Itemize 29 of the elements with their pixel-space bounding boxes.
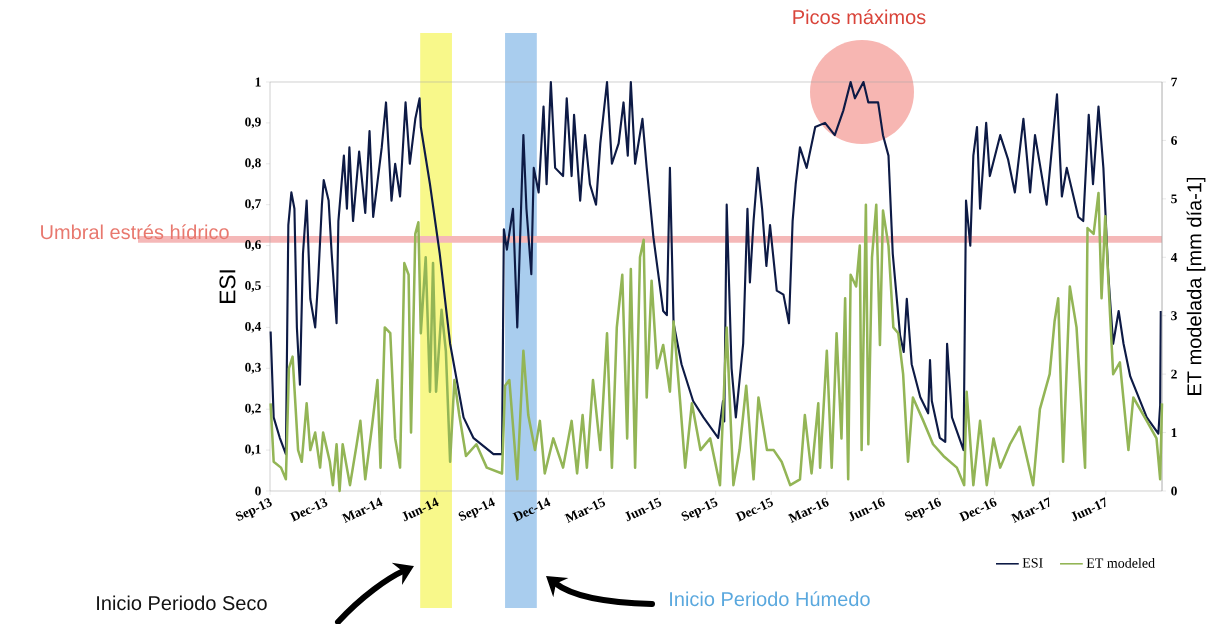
y-tick-label: 0,3 <box>245 362 261 374</box>
line-series <box>269 80 1162 456</box>
y2-tick-label: 0 <box>1171 486 1177 496</box>
y-tick-label: 1 <box>255 77 261 87</box>
line-series <box>269 191 1164 493</box>
y2-tick-label: 5 <box>1171 194 1177 204</box>
y2-tick-label: 3 <box>1171 311 1177 321</box>
text: Inicio Periodo Seco <box>97 595 267 611</box>
y-tick-label: 0,7 <box>245 199 261 211</box>
y2-tick-label: 6 <box>1171 135 1177 145</box>
y-tick-label: 0,9 <box>245 117 261 129</box>
text: Picos máximos <box>793 9 926 25</box>
y-tick-label: 0,8 <box>245 158 261 170</box>
legend-label: ET modeled <box>1086 557 1155 568</box>
y2-axis-title: ET modelada [mm día-1] <box>1186 177 1206 395</box>
y-tick-label: 0,6 <box>245 240 261 252</box>
y-tick-label: 0,1 <box>245 444 261 456</box>
y-tick-label: 0,2 <box>245 403 261 415</box>
y2-tick-label: 7 <box>1171 77 1178 87</box>
y-tick-label: 0,4 <box>245 321 262 333</box>
y2-tick-label: 2 <box>1171 369 1177 379</box>
y2-tick-label: 4 <box>1170 252 1178 262</box>
legend-label: ESI <box>1022 558 1043 568</box>
y2-tick-label: 1 <box>1171 428 1177 437</box>
y-axis-title: ESI <box>219 270 236 303</box>
y-tick-label: 0 <box>255 486 261 496</box>
ref-line-label: Umbral estrés hídrico <box>41 224 229 240</box>
text: Inicio Periodo Húmedo <box>670 591 870 607</box>
y-tick-label: 0,5 <box>245 281 261 292</box>
